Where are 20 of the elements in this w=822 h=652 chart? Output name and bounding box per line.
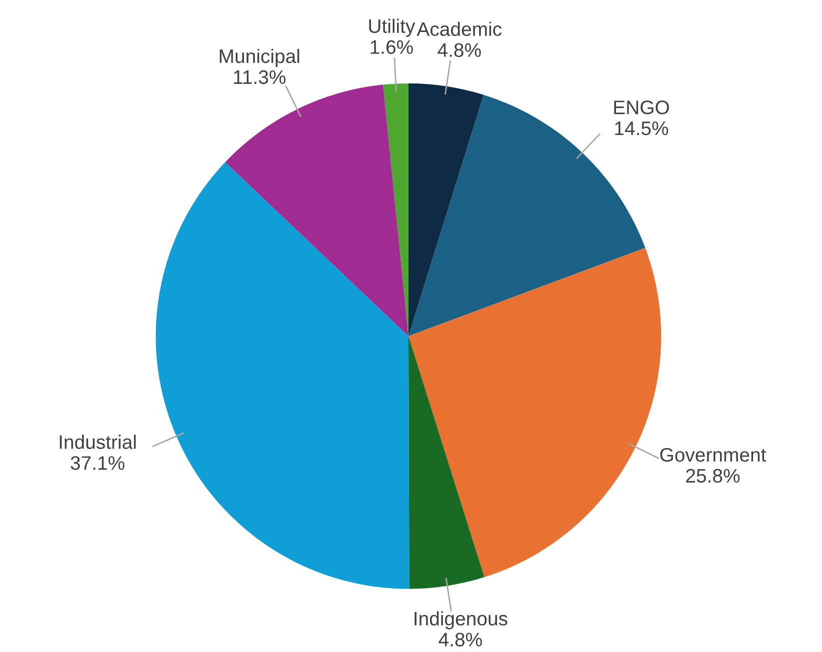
slice-label: Academic xyxy=(416,22,502,36)
data-label: 11.3% xyxy=(234,70,286,84)
slice-label: Municipal xyxy=(220,48,300,67)
pie-slice xyxy=(225,84,408,336)
pie-slice xyxy=(156,162,410,589)
data-label: 4.8% xyxy=(438,43,481,57)
data-label: 37.1% xyxy=(70,456,124,470)
slice-label: Government xyxy=(660,448,766,462)
data-label: 25.8% xyxy=(686,468,740,483)
pie-slice xyxy=(408,83,484,336)
slice-label: Indigenous xyxy=(414,611,508,630)
pie-slice xyxy=(383,83,408,336)
slice-label: Utility xyxy=(369,18,416,37)
data-label: 4.8% xyxy=(438,632,482,646)
pie-slice xyxy=(408,248,662,578)
slice-label: ENGO xyxy=(614,100,669,114)
data-label: 1.6% xyxy=(370,40,413,54)
pie-slice xyxy=(408,336,484,589)
slice-label: Industrial xyxy=(60,434,136,449)
data-label: 14.5% xyxy=(615,122,668,136)
